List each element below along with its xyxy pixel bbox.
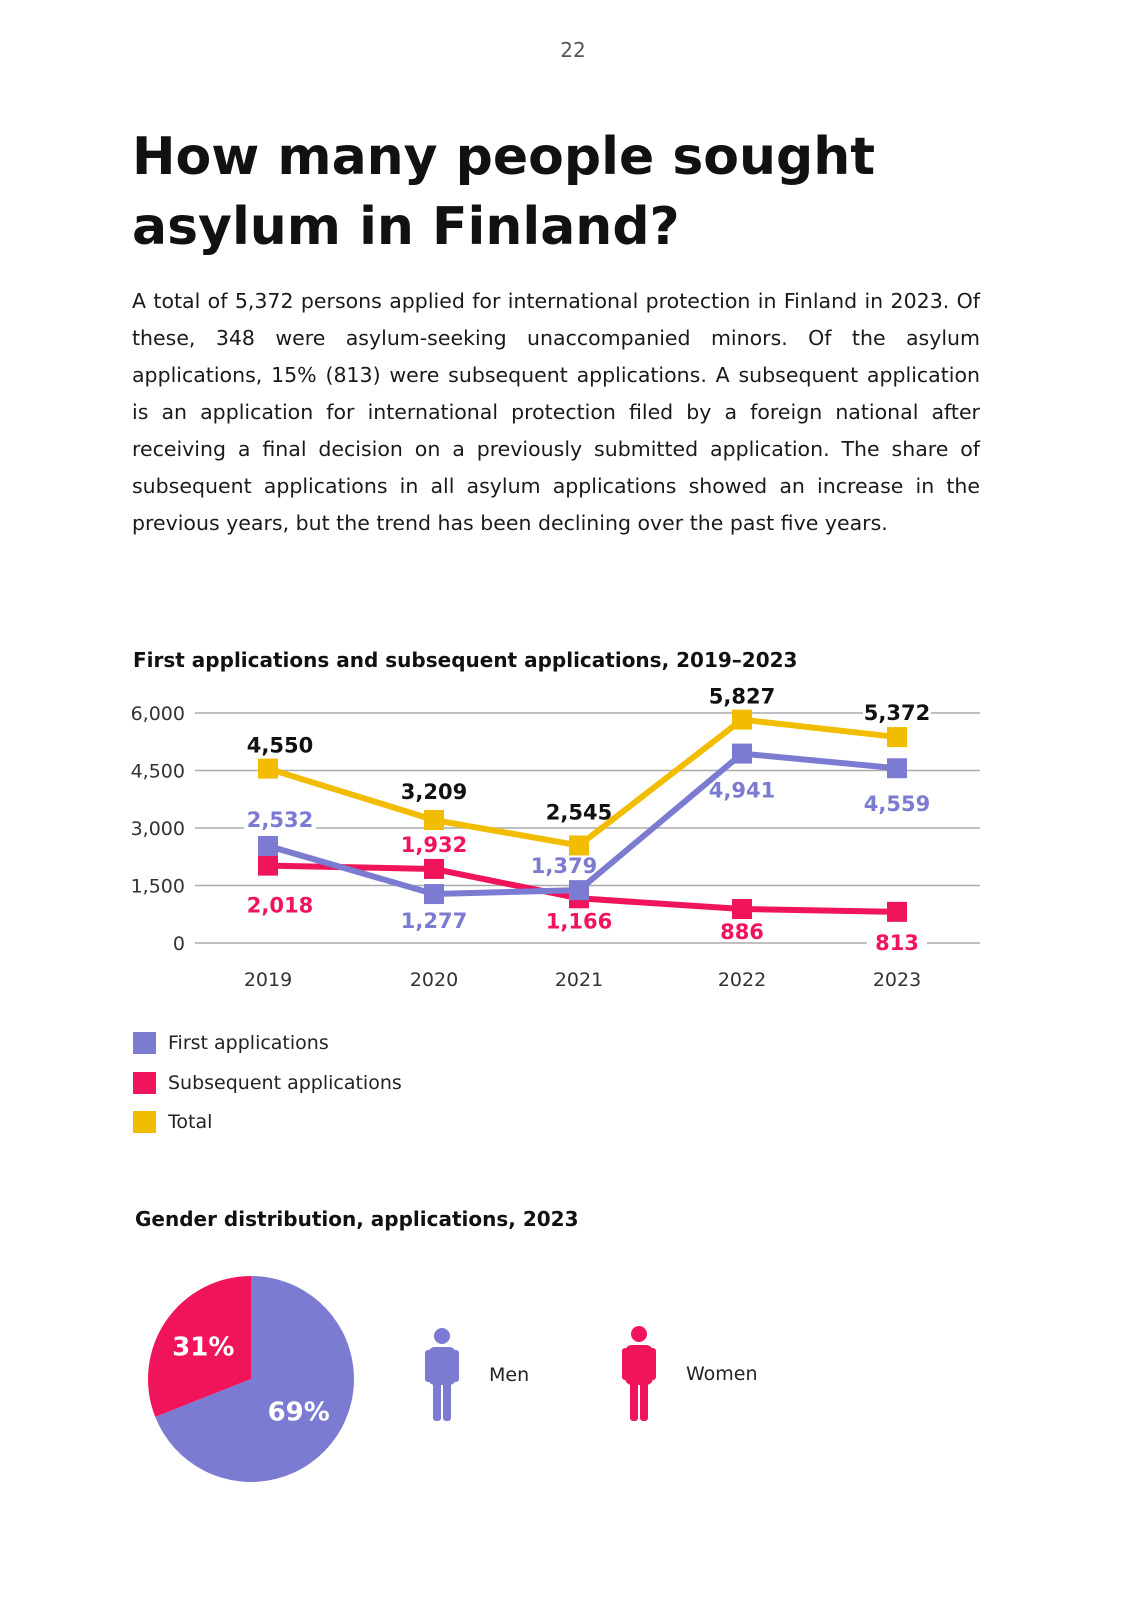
women-label: Women bbox=[686, 1363, 758, 1385]
line-chart: 0 1,500 3,000 4,500 6,000 2019 2020 2021 2022 20… bbox=[131, 682, 980, 991]
pie-slice-men bbox=[155, 1276, 354, 1482]
data-label-total: 3,209 bbox=[401, 780, 467, 804]
page-number: 22 bbox=[560, 38, 586, 62]
legend-item-first-applications: First applications bbox=[133, 1032, 402, 1054]
x-tick-label: 2021 bbox=[555, 969, 603, 991]
page-title: How many people sought asylum in Finland… bbox=[132, 127, 876, 257]
pie-label-women: 31% bbox=[172, 1333, 234, 1363]
legend-label: Total bbox=[168, 1111, 213, 1133]
x-tick-label: 2019 bbox=[244, 969, 292, 991]
y-tick-label: 3,000 bbox=[131, 818, 185, 840]
y-tick-label: 1,500 bbox=[131, 876, 185, 898]
data-point-total bbox=[887, 727, 907, 748]
legend-label: First applications bbox=[168, 1032, 329, 1054]
data-point-first-applications bbox=[258, 835, 278, 856]
data-point-total bbox=[569, 835, 589, 856]
y-tick-label: 4,500 bbox=[131, 761, 185, 783]
x-tick-label: 2023 bbox=[873, 969, 921, 991]
y-tick-label: 0 bbox=[173, 933, 185, 955]
data-label-subsequent-applications: 813 bbox=[875, 931, 919, 955]
data-point-first-applications bbox=[569, 880, 589, 901]
x-tick-label: 2020 bbox=[410, 969, 458, 991]
line-chart-title: First applications and subsequent applic… bbox=[133, 648, 798, 672]
data-label-total: 4,550 bbox=[247, 734, 313, 758]
pie-slice-women bbox=[148, 1276, 251, 1417]
data-label-first-applications: 1,277 bbox=[401, 909, 467, 933]
data-point-total bbox=[732, 709, 752, 730]
woman-icon bbox=[622, 1326, 656, 1421]
pie-chart: 69% 31% bbox=[148, 1276, 354, 1482]
label-background bbox=[863, 699, 931, 726]
gender-legend-women: Women bbox=[622, 1326, 758, 1422]
series-line-total bbox=[265, 716, 900, 849]
data-label-subsequent-applications: 2,018 bbox=[247, 894, 313, 918]
data-point-first-applications bbox=[887, 758, 907, 779]
chart-legend: First applications Subsequent applicatio… bbox=[133, 1032, 402, 1151]
legend-swatch-first-applications bbox=[133, 1032, 156, 1054]
label-background bbox=[244, 806, 316, 832]
data-label-total: 2,545 bbox=[546, 800, 612, 824]
data-point-subsequent-applications bbox=[424, 858, 444, 879]
man-icon bbox=[425, 1328, 459, 1421]
intro-paragraph: A total of 5,372 persons applied for int… bbox=[132, 289, 980, 535]
y-tick-label: 6,000 bbox=[131, 703, 185, 725]
data-label-subsequent-applications: 1,166 bbox=[546, 909, 612, 933]
legend-item-total: Total bbox=[133, 1111, 402, 1133]
data-label-subsequent-applications: 886 bbox=[720, 920, 764, 944]
data-point-total bbox=[424, 809, 444, 830]
pie-label-men: 69% bbox=[268, 1397, 330, 1427]
pie-chart-title: Gender distribution, applications, 2023 bbox=[135, 1207, 579, 1231]
data-label-subsequent-applications: 1,932 bbox=[401, 833, 467, 857]
data-label-first-applications: 1,379 bbox=[531, 854, 597, 878]
data-point-total bbox=[258, 758, 278, 779]
legend-swatch-subsequent-applications bbox=[133, 1071, 156, 1094]
data-label-first-applications: 4,559 bbox=[864, 792, 930, 816]
data-point-subsequent-applications bbox=[258, 855, 278, 876]
data-point-first-applications bbox=[424, 884, 444, 905]
data-point-first-applications bbox=[732, 743, 752, 764]
data-label-first-applications: 4,941 bbox=[709, 779, 775, 803]
data-label-first-applications: 2,532 bbox=[247, 808, 313, 832]
legend-item-subsequent-applications: Subsequent applications bbox=[133, 1071, 402, 1094]
label-background bbox=[867, 929, 927, 955]
x-tick-label: 2022 bbox=[718, 969, 766, 991]
gender-legend-men: Men bbox=[425, 1328, 529, 1422]
men-label: Men bbox=[489, 1364, 530, 1386]
data-label-total: 5,372 bbox=[864, 701, 930, 725]
data-point-subsequent-applications bbox=[732, 899, 752, 920]
legend-swatch-total bbox=[133, 1111, 156, 1133]
data-point-subsequent-applications bbox=[887, 901, 907, 922]
data-label-total: 5,827 bbox=[709, 685, 775, 709]
label-background bbox=[708, 682, 776, 709]
legend-label: Subsequent applications bbox=[168, 1071, 402, 1094]
